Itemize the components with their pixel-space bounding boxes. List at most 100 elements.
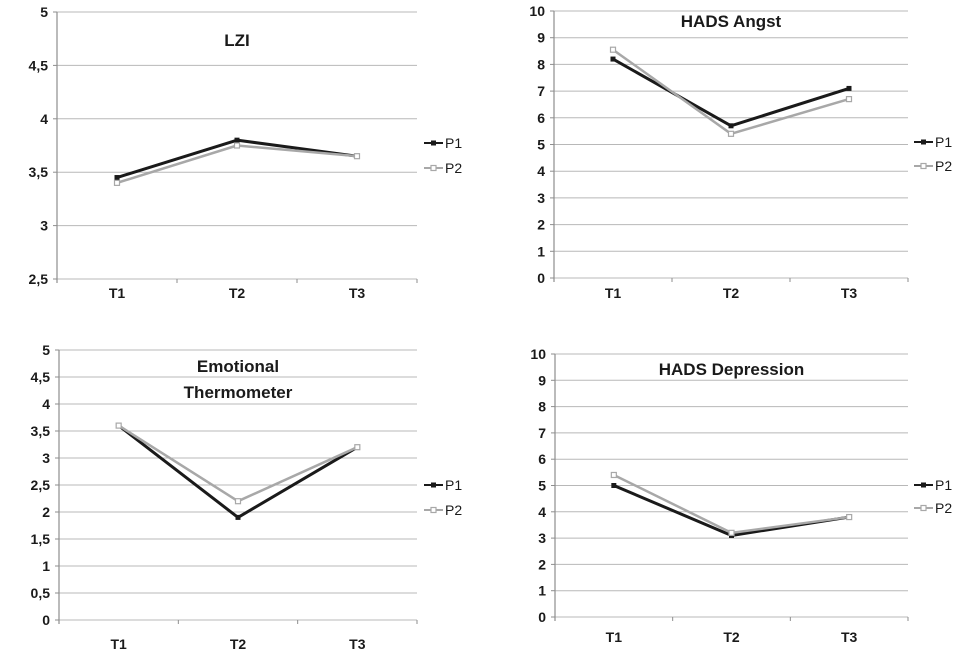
y-tick-label: 3: [42, 450, 50, 466]
legend-marker-p2: [920, 162, 927, 170]
marker-p2: [846, 513, 853, 521]
marker-p2: [234, 498, 242, 505]
y-tick-label: 8: [538, 399, 546, 415]
hads-depression-plot-svg: 0 1 2 3 4 5 6 7 8 9 10 T1 T2 T3 HADS Depression P1 P2: [530, 346, 952, 645]
x-category-label: T2: [723, 285, 740, 301]
chart-hads-depression: 0 1 2 3 4 5 6 7 8 9 10 T1 T2 T3 HADS Depression P1 P2: [480, 330, 960, 658]
y-tick-label: 4,5: [31, 369, 51, 385]
marker-p2: [353, 153, 361, 160]
legend-marker-p2: [430, 506, 437, 514]
y-tick-label: 1,5: [31, 531, 51, 547]
y-tick-label: 5: [42, 342, 50, 358]
legend-marker-p1: [431, 482, 436, 488]
series-line-p2: [611, 48, 851, 136]
marker-p2: [610, 471, 617, 479]
marker-p2: [113, 179, 121, 186]
y-tick-label: 0: [538, 609, 546, 625]
chart-lzi: 2,5 3 3,5 4 4,5 5 T1 T2 T3 LZI P1 P2: [0, 0, 480, 330]
series-line-p1: [611, 57, 851, 128]
legend-marker-p2: [920, 504, 927, 512]
legend-label-p2: P2: [445, 160, 462, 176]
marker-p2: [845, 96, 853, 103]
x-category-label: T2: [723, 629, 740, 645]
marker-p1: [235, 514, 241, 520]
y-tick-label: 7: [537, 83, 545, 99]
x-category-label: T2: [229, 285, 246, 301]
y-tick-label: 6: [537, 110, 545, 126]
x-category-label: T1: [110, 636, 127, 652]
x-category-label: T3: [349, 285, 366, 301]
y-tick-label: 2,5: [31, 477, 51, 493]
marker-p1: [234, 137, 240, 143]
y-tick-label: 3,5: [31, 423, 51, 439]
y-tick-label: 10: [530, 346, 546, 362]
y-tick-label: 4: [537, 163, 545, 179]
y-tick-label: 3: [538, 530, 546, 546]
marker-p1: [114, 175, 120, 181]
y-tick-label: 5: [40, 4, 48, 20]
legend-marker-p1: [921, 482, 926, 488]
y-tick-label: 2: [537, 217, 545, 233]
y-tick-label: 5: [538, 478, 546, 494]
y-tick-label: 1: [42, 558, 50, 574]
y-tick-label: 5: [537, 137, 545, 153]
y-tick-label: 10: [529, 3, 545, 19]
y-tick-label: 1: [538, 583, 546, 599]
y-tick-label: 3: [40, 218, 48, 234]
y-tick-label: 9: [538, 372, 546, 388]
y-tick-label: 3,5: [29, 164, 49, 180]
chart-title: Thermometer: [184, 383, 293, 402]
y-tick-label: 2,5: [29, 271, 49, 287]
marker-p2: [354, 444, 361, 451]
chart-emotional-thermometer: 0 0,5 1 1,5 2 2,5 3 3,5 4 4,5 5 T1 T2 T3 Emotional Ther…: [0, 330, 480, 658]
x-category-label: T2: [230, 636, 247, 652]
y-tick-label: 4: [42, 396, 50, 412]
y-tick-label: 8: [537, 56, 545, 72]
y-tick-label: 0: [42, 612, 50, 628]
chart-title: LZI: [224, 31, 250, 50]
y-tick-label: 3: [537, 190, 545, 206]
y-tick-label: 2: [538, 556, 546, 572]
x-category-label: T1: [109, 285, 126, 301]
x-category-label: T1: [605, 285, 622, 301]
chart-hads-angst: 0 1 2 3 4 5 6 7 8 9 10 T1 T2 T3 HADS Angst P1 P2: [480, 0, 960, 330]
legend-label-p1: P1: [445, 477, 462, 493]
series-line-p2: [117, 424, 359, 503]
legend-marker-p1: [431, 140, 436, 146]
y-tick-label: 0,5: [31, 585, 51, 601]
marker-p1: [611, 483, 617, 488]
legend-label-p2: P2: [935, 500, 952, 516]
chart-title: HADS Angst: [681, 12, 782, 31]
y-tick-label: 1: [537, 243, 545, 259]
marker-p2: [233, 142, 241, 149]
marker-p2: [609, 46, 617, 53]
legend-label-p1: P1: [445, 135, 462, 151]
x-category-label: T3: [841, 629, 858, 645]
legend-label-p1: P1: [935, 134, 952, 150]
y-tick-label: 4,5: [29, 57, 49, 73]
marker-p2: [115, 422, 122, 429]
chart-title: Emotional: [197, 357, 279, 376]
marker-p1: [610, 56, 616, 62]
emotional-thermometer-plot-svg: 0 0,5 1 1,5 2 2,5 3 3,5 4 4,5 5 T1 T2 T3 Emotional Ther…: [31, 342, 463, 652]
chart-title: HADS Depression: [659, 360, 804, 379]
legend-marker-p2: [430, 164, 437, 172]
x-category-label: T1: [606, 629, 623, 645]
y-tick-label: 9: [537, 30, 545, 46]
y-tick-label: 4: [538, 504, 546, 520]
y-tick-label: 2: [42, 504, 50, 520]
marker-p1: [728, 123, 734, 129]
y-tick-label: 6: [538, 451, 546, 467]
legend-label-p2: P2: [445, 502, 462, 518]
legend-label-p2: P2: [935, 158, 952, 174]
legend-marker-p1: [921, 139, 926, 145]
y-tick-label: 7: [538, 425, 546, 441]
x-category-label: T3: [349, 636, 366, 652]
series-line-p2: [612, 473, 851, 535]
marker-p2: [727, 130, 735, 137]
marker-p1: [846, 85, 852, 91]
y-tick-label: 0: [537, 270, 545, 286]
marker-p2: [728, 529, 735, 536]
x-category-label: T3: [841, 285, 858, 301]
